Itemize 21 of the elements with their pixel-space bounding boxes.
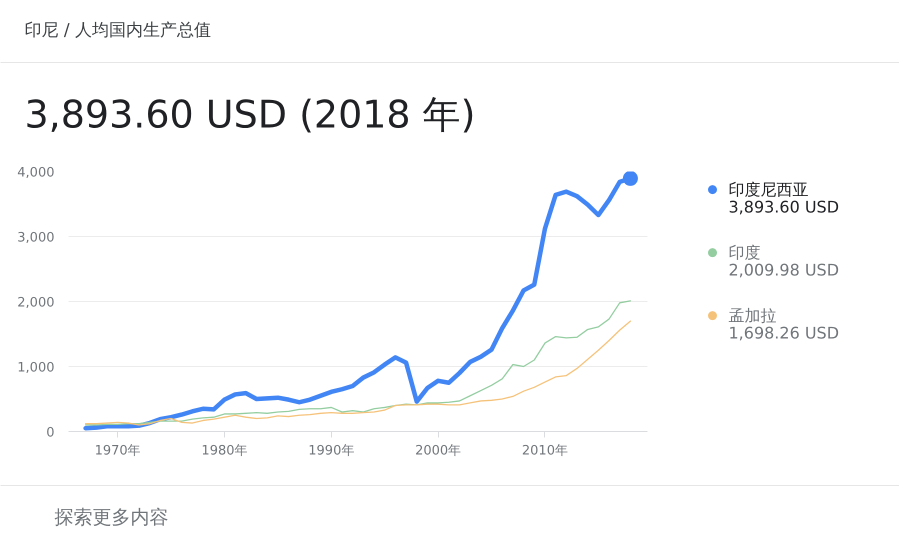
- y-tick-label: 2,000: [17, 296, 54, 310]
- chart-title: 3,893.60 USD (2018 年): [24, 92, 476, 136]
- line-series: [84, 300, 632, 426]
- x-tick-label: 2000年: [415, 444, 462, 458]
- text: 1,698.26 USD: [728, 324, 840, 343]
- chart-subtitle: 印尼 / 人均国内生产总值: [24, 20, 212, 40]
- y-tick-label: 0: [46, 426, 55, 440]
- x-tick-label: 1970年: [94, 444, 141, 458]
- legend-label: 印度: [728, 243, 760, 262]
- y-tick-label: 3,000: [17, 230, 54, 246]
- y-tick-label: 4,000: [17, 166, 54, 180]
- y-tick-label: 1,000: [17, 360, 54, 376]
- text: 探索更多内容: [54, 506, 168, 528]
- x-tick-label: 1980年: [201, 444, 248, 458]
- x-tick-label: 1990年: [308, 444, 354, 458]
- legend-label: 印度尼西亚: [728, 180, 808, 200]
- line-series: [84, 320, 632, 426]
- legend-label: 孟加拉: [728, 306, 776, 326]
- text: 2,009.98 USD: [728, 260, 840, 280]
- text: 3,893.60 USD: [728, 197, 840, 216]
- x-tick-label: 2010年: [522, 444, 568, 458]
